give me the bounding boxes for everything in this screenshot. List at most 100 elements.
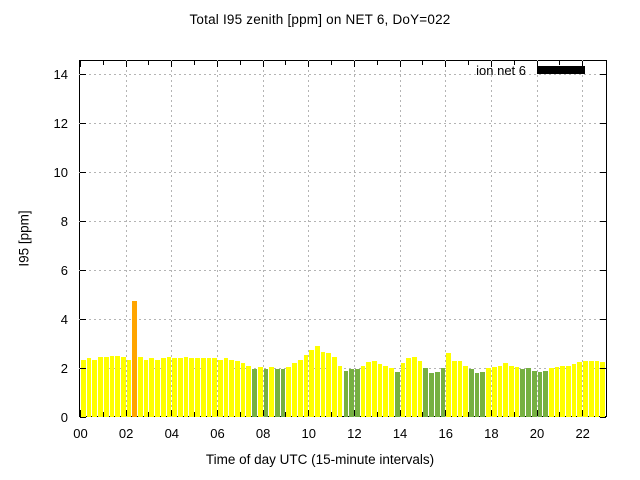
x-axis-label: Time of day UTC (15-minute intervals): [205, 452, 435, 467]
bar: [183, 357, 189, 417]
y-gridline: [79, 220, 607, 222]
y-tick-left: [80, 416, 86, 418]
bar: [172, 358, 177, 417]
bar: [240, 363, 246, 417]
bar: [548, 368, 554, 417]
x-tick-top: [582, 61, 584, 67]
bar: [463, 365, 469, 417]
x-gridline: [308, 60, 310, 417]
y-tick-label: 8: [60, 213, 68, 229]
bar: [400, 363, 406, 417]
bar: [343, 370, 349, 417]
bar: [372, 360, 377, 417]
x-minor-tick-top: [194, 61, 196, 65]
x-gridline: [171, 60, 173, 417]
bar: [269, 366, 275, 417]
x-gridline: [262, 60, 264, 417]
bar: [354, 369, 360, 417]
x-tick-label: 14: [392, 426, 408, 441]
bar: [200, 358, 206, 417]
x-minor-tick-bottom: [239, 412, 241, 416]
x-gridline: [536, 60, 538, 417]
x-gridline: [399, 60, 401, 417]
bar: [594, 360, 600, 417]
bar: [394, 371, 400, 417]
bar: [497, 365, 503, 417]
bar: [120, 357, 126, 417]
y-gridline: [79, 367, 607, 369]
y-tick-right: [600, 123, 606, 125]
bar: [514, 366, 520, 417]
x-minor-tick-bottom: [194, 412, 196, 416]
x-minor-tick-bottom: [148, 412, 150, 416]
x-tick-bottom: [490, 410, 492, 416]
legend-swatch: [537, 66, 585, 74]
x-tick-bottom: [353, 410, 355, 416]
x-tick-top: [353, 61, 355, 67]
x-minor-tick-bottom: [331, 412, 333, 416]
x-minor-tick-bottom: [468, 412, 470, 416]
x-tick-label: 10: [301, 426, 316, 441]
x-tick-bottom: [308, 410, 310, 416]
bar: [166, 357, 172, 417]
y-tick-right: [600, 171, 606, 173]
bar: [560, 365, 566, 417]
chart-title: Total I95 zenith [ppm] on NET 6, DoY=022: [189, 12, 451, 27]
bar: [508, 365, 514, 417]
x-tick-top: [399, 61, 401, 67]
y-tick-right: [600, 220, 606, 222]
x-minor-tick-top: [513, 61, 515, 65]
bar: [434, 371, 440, 417]
x-tick-bottom: [125, 410, 127, 416]
bar: [98, 357, 103, 417]
bar: [92, 359, 98, 417]
bar: [229, 359, 235, 417]
x-minor-tick-top: [239, 61, 241, 65]
x-minor-tick-top: [468, 61, 470, 65]
bar: [103, 357, 109, 417]
bar: [81, 359, 86, 417]
x-tick-label: 18: [484, 426, 499, 441]
bar: [126, 359, 132, 417]
bar: [275, 369, 280, 417]
bar: [337, 365, 343, 417]
x-gridline: [445, 60, 447, 417]
bar: [583, 360, 588, 417]
x-minor-tick-top: [102, 61, 104, 65]
bar: [303, 354, 309, 417]
bar: [286, 366, 292, 417]
bar: [474, 372, 480, 417]
bar: [206, 358, 212, 417]
bar: [155, 359, 160, 417]
x-gridline: [353, 60, 355, 417]
bar: [457, 360, 463, 417]
bar: [257, 366, 263, 417]
x-tick-bottom: [399, 410, 401, 416]
bar: [411, 357, 417, 417]
x-tick-label: 22: [575, 426, 590, 441]
x-tick-label: 06: [210, 426, 225, 441]
bar: [554, 366, 560, 417]
x-minor-tick-top: [148, 61, 150, 65]
x-tick-bottom: [216, 410, 218, 416]
x-tick-label: 20: [529, 426, 545, 441]
bar: [280, 369, 286, 417]
x-tick-label: 00: [73, 426, 88, 441]
x-minor-tick-bottom: [285, 412, 287, 416]
x-tick-label: 12: [347, 426, 362, 441]
bar: [440, 368, 446, 417]
y-tick-left: [80, 269, 86, 271]
x-tick-bottom: [536, 410, 538, 416]
bar: [252, 369, 257, 417]
y-tick-left: [80, 220, 86, 222]
x-minor-tick-top: [422, 61, 424, 65]
bar: [235, 360, 240, 417]
x-tick-bottom: [80, 410, 81, 416]
y-tick-right: [600, 416, 606, 418]
y-tick-label: 6: [60, 262, 68, 278]
bar: [217, 359, 223, 417]
bar: [143, 359, 149, 417]
x-minor-tick-top: [285, 61, 287, 65]
bar: [109, 355, 115, 417]
x-tick-bottom: [582, 410, 584, 416]
